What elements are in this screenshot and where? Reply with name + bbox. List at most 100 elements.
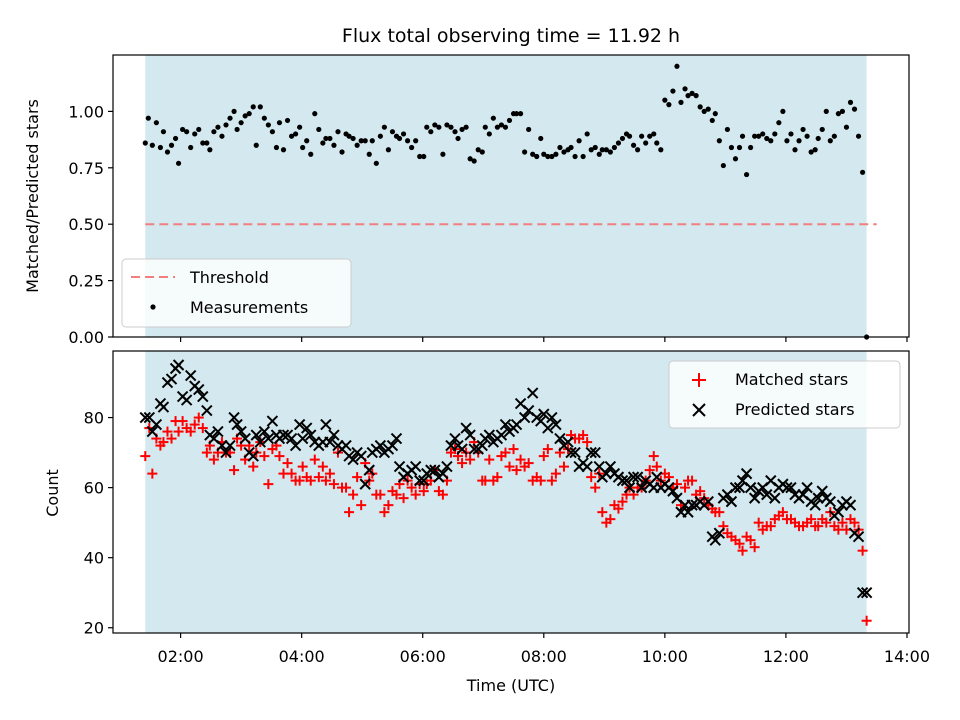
predicted-point — [201, 404, 213, 417]
predicted-point — [832, 506, 845, 518]
measurement-point — [346, 133, 352, 139]
measurement-point — [157, 144, 164, 151]
matched-point — [542, 444, 553, 455]
measurement-point — [619, 135, 626, 142]
measurement-point — [716, 138, 722, 144]
x-tick-label: 08:00 — [521, 647, 567, 666]
measurement-point — [219, 133, 225, 139]
measurement-point — [728, 144, 735, 151]
measurement-point — [467, 156, 473, 162]
measurement-point — [847, 99, 854, 105]
measurement-point — [831, 133, 837, 139]
matched-point — [391, 489, 402, 500]
predicted-point — [347, 453, 359, 466]
matched-point — [861, 615, 872, 626]
measurement-point — [312, 111, 318, 117]
predicted-point — [518, 411, 531, 424]
y-tick-label: 0.00 — [68, 328, 104, 347]
predicted-point — [635, 481, 648, 494]
measurement-point — [815, 135, 821, 142]
predicted-point — [589, 446, 601, 459]
predicted-point — [483, 429, 496, 441]
measurement-point — [257, 104, 263, 110]
measurement-point — [557, 144, 563, 151]
matched-point — [305, 475, 316, 486]
matched-point — [837, 517, 848, 528]
measurement-point — [823, 108, 829, 114]
measurement-point — [784, 138, 790, 144]
matched-point — [680, 482, 691, 493]
predicted-point — [733, 481, 746, 494]
matched-point — [406, 482, 417, 493]
matched-point — [166, 433, 177, 444]
legend-predicted-label: Predicted stars — [735, 400, 855, 419]
predicted-point — [631, 471, 644, 483]
predicted-point — [542, 422, 554, 434]
measurement-point — [588, 147, 594, 153]
matched-point — [777, 507, 788, 518]
measurement-point — [149, 142, 155, 148]
matched-point — [546, 475, 557, 486]
predicted-point — [460, 422, 472, 434]
predicted-point — [247, 450, 259, 462]
measurement-point — [246, 111, 252, 117]
measurement-point — [819, 126, 825, 133]
measurement-point — [760, 131, 766, 137]
measurement-point — [712, 111, 718, 117]
matched-point — [857, 545, 868, 556]
y-tick-label: 0.75 — [68, 159, 104, 178]
predicted-point — [569, 446, 581, 459]
measurement-point — [320, 140, 326, 146]
series-predicted-stars — [139, 359, 873, 599]
measurement-point — [607, 149, 613, 155]
chart-title: Flux total observing time = 11.92 h — [342, 25, 680, 47]
measurement-point — [428, 129, 434, 135]
matched-point — [613, 503, 624, 514]
measurement-point — [223, 122, 229, 128]
count-panel-frame — [112, 350, 910, 634]
measurement-point — [188, 144, 194, 151]
matched-point — [535, 475, 546, 486]
predicted-point — [809, 499, 821, 511]
measurement-point — [705, 106, 711, 112]
predicted-point — [150, 418, 163, 431]
measurement-point — [304, 138, 310, 144]
measurement-point — [421, 153, 427, 160]
measurement-point — [479, 149, 485, 155]
matched-point — [348, 489, 359, 500]
measurement-point — [752, 133, 758, 139]
measurement-point — [413, 138, 419, 144]
measurement-point — [471, 158, 477, 164]
matched-point — [147, 468, 158, 479]
measurement-point — [599, 147, 605, 153]
measurement-point — [335, 129, 341, 135]
x-axis-label: Time (UTC) — [466, 676, 555, 695]
measurement-point — [385, 147, 392, 153]
measurement-point — [720, 162, 726, 169]
matched-point — [558, 461, 569, 472]
predicted-point — [816, 485, 828, 497]
predicted-point — [239, 432, 251, 445]
matched-point — [515, 454, 526, 465]
matched-point — [745, 535, 756, 546]
x-tick-label: 10:00 — [642, 647, 688, 666]
measurement-point — [654, 140, 660, 146]
matched-point — [177, 416, 188, 427]
measurement-point — [603, 147, 609, 153]
predicted-point — [277, 429, 290, 441]
measurement-point — [164, 149, 171, 155]
predicted-point — [456, 443, 468, 455]
predicted-point — [713, 527, 726, 539]
matched-point — [320, 475, 331, 486]
predicted-point — [224, 439, 236, 452]
measurement-point — [482, 124, 488, 130]
predicted-point — [429, 464, 441, 476]
legend-matched-label: Matched stars — [735, 370, 848, 389]
count-y-axis-label: Count — [43, 469, 62, 517]
measurement-point — [580, 153, 586, 160]
measurement-point — [732, 156, 739, 162]
predicted-point — [355, 450, 367, 462]
predicted-point — [860, 587, 873, 599]
measurement-point — [417, 153, 423, 160]
